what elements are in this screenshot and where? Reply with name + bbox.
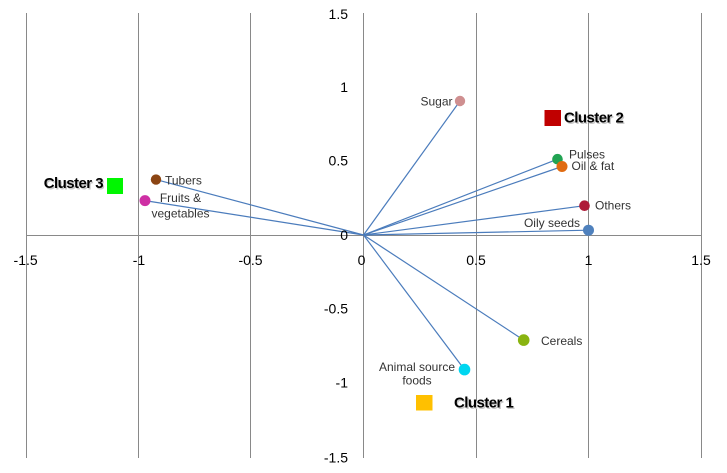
svg-text:Fruits &: Fruits & <box>160 191 201 205</box>
svg-text:Cluster 1: Cluster 1 <box>454 395 513 412</box>
svg-text:Cluster 1: Cluster 1 <box>455 396 514 413</box>
svg-text:Pulses: Pulses <box>569 148 605 162</box>
svg-text:0.5: 0.5 <box>329 153 349 169</box>
svg-text:0: 0 <box>358 252 366 268</box>
svg-text:-0.5: -0.5 <box>324 301 348 317</box>
svg-text:Sugar: Sugar <box>420 95 452 109</box>
svg-text:-1.5: -1.5 <box>324 449 348 465</box>
svg-text:0.5: 0.5 <box>466 252 486 268</box>
svg-text:1: 1 <box>585 252 593 268</box>
svg-text:Cluster 2: Cluster 2 <box>565 111 624 128</box>
svg-text:vegetables: vegetables <box>151 207 209 221</box>
svg-text:Cereals: Cereals <box>541 334 582 348</box>
svg-text:Cluster 3: Cluster 3 <box>44 175 103 192</box>
svg-text:Cluster 3: Cluster 3 <box>45 176 104 193</box>
svg-text:Oily seeds: Oily seeds <box>524 216 580 230</box>
svg-text:1: 1 <box>340 79 348 95</box>
svg-text:Animal source: Animal source <box>379 360 455 374</box>
svg-text:Others: Others <box>595 199 631 213</box>
svg-text:-1: -1 <box>336 374 349 390</box>
svg-text:Oil & fat: Oil & fat <box>572 159 615 173</box>
svg-text:Cluster 2: Cluster 2 <box>564 110 623 127</box>
svg-text:0: 0 <box>340 227 348 243</box>
svg-text:1.5: 1.5 <box>329 6 349 22</box>
svg-text:Tubers: Tubers <box>165 174 202 188</box>
svg-text:foods: foods <box>402 374 431 388</box>
svg-text:-1.5: -1.5 <box>14 252 38 268</box>
svg-text:1.5: 1.5 <box>691 252 711 268</box>
svg-text:-1: -1 <box>133 252 146 268</box>
svg-text:-0.5: -0.5 <box>238 252 262 268</box>
